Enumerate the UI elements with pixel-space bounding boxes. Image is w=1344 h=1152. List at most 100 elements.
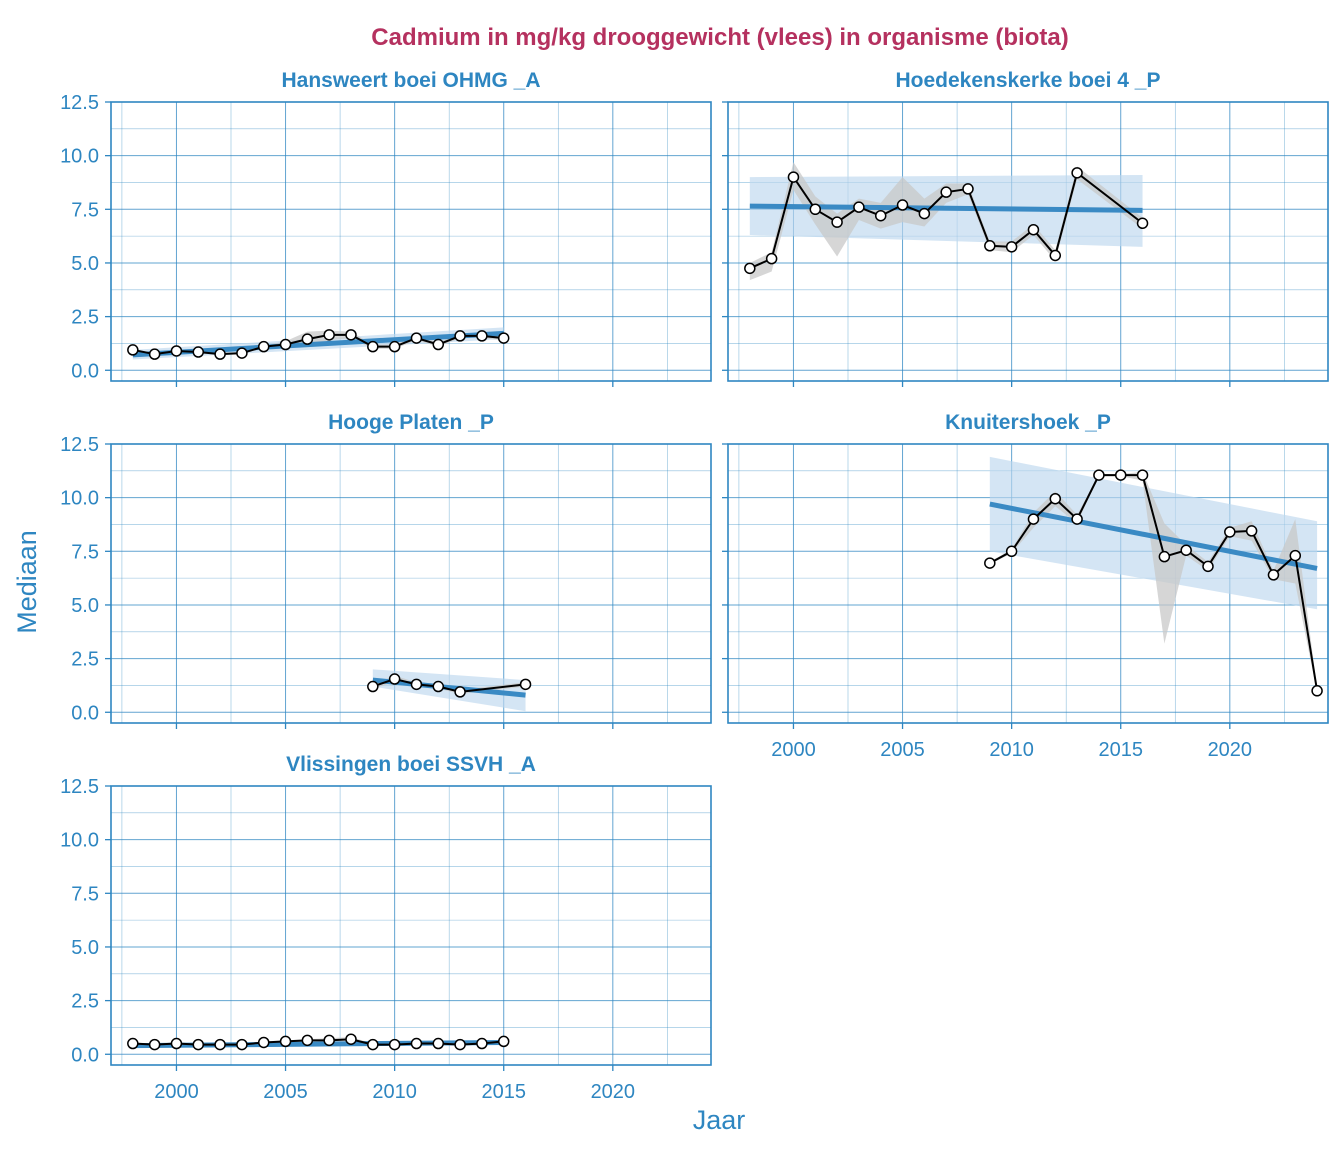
y-tick-label: 7.5 bbox=[71, 541, 99, 563]
y-tick-label: 0.0 bbox=[71, 1044, 99, 1066]
y-tick-label: 10.0 bbox=[60, 146, 99, 168]
data-point bbox=[1245, 525, 1258, 537]
data-point bbox=[410, 678, 423, 691]
data-point bbox=[1311, 685, 1323, 697]
data-point bbox=[148, 348, 161, 360]
data-point bbox=[1289, 549, 1302, 562]
x-tick-label: 2005 bbox=[880, 739, 925, 761]
panel-border bbox=[110, 785, 712, 1066]
data-point bbox=[497, 1035, 510, 1048]
data-point bbox=[476, 330, 488, 342]
data-point bbox=[127, 1037, 139, 1050]
x-tick-label: 2000 bbox=[771, 739, 816, 761]
data-point bbox=[170, 345, 183, 357]
data-point bbox=[454, 330, 466, 342]
x-axis-label: Jaar bbox=[693, 1105, 746, 1135]
data-point bbox=[1071, 167, 1083, 179]
data-point bbox=[388, 1038, 401, 1051]
data-point bbox=[301, 1034, 314, 1047]
data-point bbox=[1224, 526, 1236, 538]
data-point bbox=[410, 332, 423, 344]
data-point bbox=[1136, 469, 1149, 481]
data-point bbox=[323, 1034, 335, 1047]
y-tick-label: 10.0 bbox=[60, 488, 99, 510]
data-point bbox=[1267, 569, 1280, 581]
y-tick-label: 2.5 bbox=[71, 649, 99, 671]
data-point bbox=[432, 1037, 445, 1050]
data-point bbox=[367, 680, 379, 693]
panel-border bbox=[110, 443, 712, 724]
panel-title: Hooge Platen _P bbox=[328, 411, 494, 434]
data-point bbox=[454, 686, 466, 698]
y-tick-label: 5.0 bbox=[71, 937, 99, 959]
data-point bbox=[984, 557, 996, 569]
data-point bbox=[497, 332, 510, 344]
y-tick-label: 10.0 bbox=[60, 830, 99, 852]
data-point bbox=[323, 329, 335, 341]
data-point bbox=[853, 201, 865, 213]
panel-title: Hansweert boei OHMG _A bbox=[281, 69, 540, 92]
chart-title: Cadmium in mg/kg drooggewicht (vlees) in… bbox=[371, 24, 1068, 51]
data-point bbox=[1180, 544, 1192, 556]
y-tick-label: 12.5 bbox=[60, 434, 99, 456]
panel-2: Hoedekenskerke boei 4 _P bbox=[722, 69, 1329, 387]
data-point bbox=[432, 338, 445, 351]
data-point bbox=[1158, 550, 1171, 563]
series-line bbox=[989, 474, 1319, 691]
data-point bbox=[984, 240, 996, 252]
y-tick-label: 0.0 bbox=[71, 360, 99, 382]
panel-3: Hooge Platen _P 0.0 2.5 5.0 7.5 10.0 12.5 bbox=[60, 411, 712, 729]
y-axis-label: Mediaan bbox=[12, 530, 42, 634]
data-point bbox=[192, 346, 205, 358]
panel-border bbox=[727, 443, 1329, 724]
data-point bbox=[236, 347, 248, 359]
data-point bbox=[192, 1038, 205, 1051]
x-tick-label: 2010 bbox=[989, 739, 1034, 761]
data-point bbox=[257, 340, 270, 353]
data-point bbox=[918, 207, 931, 220]
x-tick-label: 2015 bbox=[481, 1081, 526, 1103]
data-point bbox=[1202, 560, 1214, 573]
data-point bbox=[301, 333, 314, 345]
x-tick-label: 2020 bbox=[1208, 739, 1253, 761]
data-point bbox=[170, 1037, 183, 1050]
range-ribbon bbox=[989, 471, 1318, 693]
panel-border bbox=[110, 101, 712, 382]
panel-title: Hoedekenskerke boei 4 _P bbox=[896, 69, 1161, 92]
y-tick-label: 2.5 bbox=[71, 307, 99, 329]
data-point bbox=[962, 183, 974, 195]
data-point bbox=[388, 673, 401, 685]
y-tick-label: 0.0 bbox=[71, 702, 99, 724]
data-point bbox=[257, 1036, 270, 1049]
data-point bbox=[809, 203, 822, 216]
y-tick-label: 5.0 bbox=[71, 253, 99, 275]
x-tick-label: 2020 bbox=[591, 1081, 636, 1103]
data-point bbox=[454, 1038, 466, 1051]
data-point bbox=[367, 340, 379, 353]
data-point bbox=[519, 678, 532, 691]
y-tick-label: 12.5 bbox=[60, 92, 99, 114]
panel-1: Hansweert boei OHMG _A 0.0 2.5 5.0 7.5 10.0 12… bbox=[60, 69, 712, 387]
data-point bbox=[744, 262, 756, 275]
data-point bbox=[1071, 513, 1083, 525]
data-point bbox=[1049, 492, 1062, 505]
x-tick-label: 2015 bbox=[1098, 739, 1143, 761]
panel-4: Knuitershoek _P 2000 2005 2010 2015 2020 bbox=[722, 411, 1329, 761]
data-point bbox=[279, 338, 292, 351]
data-point bbox=[765, 252, 778, 265]
data-point bbox=[214, 348, 226, 360]
panel-title: Vlissingen boei SSVH _A bbox=[286, 753, 536, 776]
data-point bbox=[345, 329, 357, 341]
x-tick-label: 2005 bbox=[263, 1081, 308, 1103]
data-point bbox=[1093, 469, 1105, 481]
data-point bbox=[388, 340, 401, 353]
data-point bbox=[345, 1033, 357, 1045]
data-point bbox=[148, 1038, 161, 1051]
data-point bbox=[1005, 241, 1018, 253]
data-point bbox=[874, 209, 887, 222]
y-tick-label: 7.5 bbox=[71, 883, 99, 905]
panel-border bbox=[727, 101, 1329, 382]
data-point bbox=[476, 1037, 488, 1050]
x-tick-label: 2000 bbox=[154, 1081, 199, 1103]
